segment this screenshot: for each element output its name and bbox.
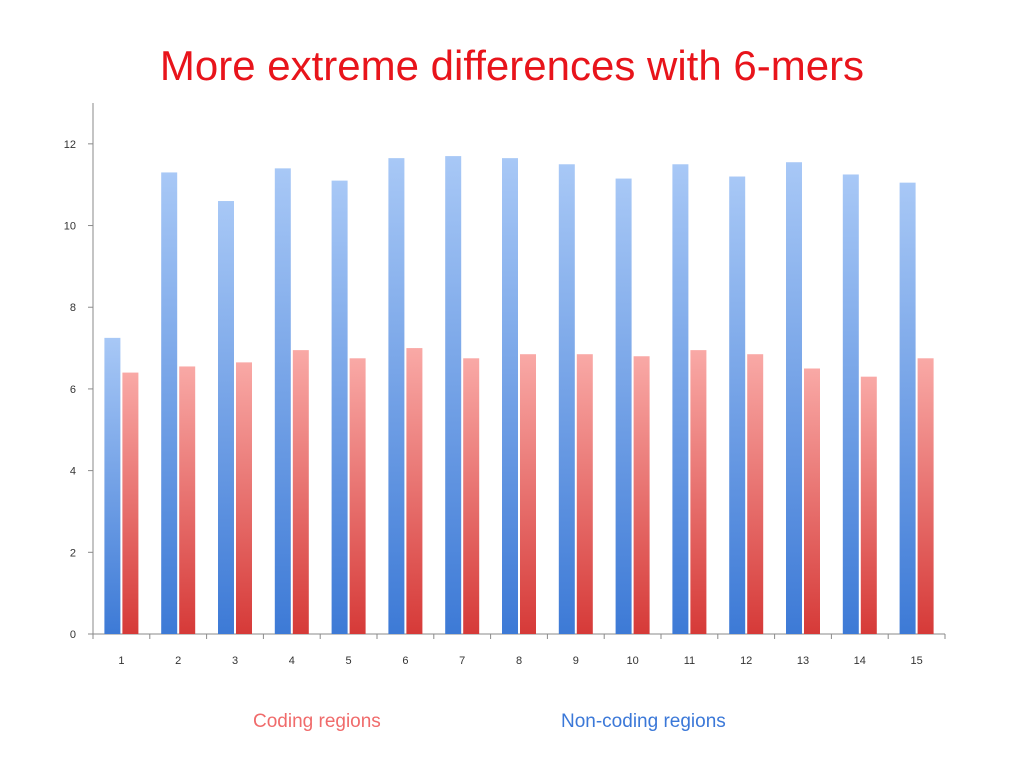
x-tick-label: 11: [684, 655, 695, 667]
bar-coding-1: [122, 372, 139, 634]
y-tick-label: 10: [64, 221, 76, 233]
slide-title: More extreme differences with 6-mers: [159, 42, 865, 89]
bar-coding-4: [292, 350, 309, 634]
bar-noncoding-1: [104, 337, 121, 634]
bar-coding-7: [463, 358, 480, 634]
bar-noncoding-10: [615, 178, 632, 635]
x-tick-label: 5: [346, 655, 352, 667]
x-tick-label: 14: [854, 655, 866, 667]
bar-noncoding-6: [388, 158, 405, 634]
x-tick-label: 7: [459, 655, 465, 667]
bar-noncoding-9: [558, 164, 575, 634]
x-tick-label: 12: [740, 655, 752, 667]
y-tick-label: 8: [70, 302, 76, 314]
chart-bars: [104, 156, 934, 635]
legend-coding-regions: Coding regions: [253, 711, 381, 732]
y-tick-label: 12: [64, 139, 76, 151]
bar-coding-10: [633, 356, 650, 634]
bar-coding-2: [179, 366, 196, 634]
bar-coding-14: [860, 376, 877, 634]
x-tick-label: 8: [516, 655, 522, 667]
y-tick-label: 4: [70, 466, 76, 478]
bar-noncoding-7: [445, 156, 462, 634]
bar-noncoding-4: [274, 168, 291, 634]
y-tick-label: 0: [70, 629, 76, 641]
x-tick-label: 9: [573, 655, 579, 667]
bar-coding-13: [804, 368, 820, 634]
bar-coding-15: [917, 358, 934, 634]
x-tick-label: 4: [289, 655, 295, 667]
legend-noncoding-regions: Non-coding regions: [561, 711, 726, 732]
bar-noncoding-14: [842, 174, 859, 634]
x-tick-label: 2: [175, 655, 181, 667]
bar-coding-12: [747, 354, 764, 634]
bar-coding-6: [406, 348, 423, 634]
bar-coding-11: [690, 350, 707, 634]
bar-noncoding-11: [672, 164, 689, 634]
bar-noncoding-13: [786, 162, 802, 634]
x-tick-label: 15: [910, 655, 922, 667]
x-tick-label: 1: [118, 655, 124, 667]
y-tick-label: 6: [70, 384, 76, 396]
x-tick-label: 10: [626, 655, 638, 667]
chart-axes: [88, 103, 946, 639]
bar-noncoding-8: [502, 158, 518, 634]
y-tick-label: 2: [70, 547, 76, 559]
bar-noncoding-12: [729, 176, 746, 634]
bar-noncoding-3: [218, 201, 234, 634]
bar-coding-8: [520, 354, 536, 634]
bar-coding-5: [349, 358, 366, 634]
bar-noncoding-2: [161, 172, 178, 634]
bar-noncoding-5: [331, 180, 348, 634]
bar-coding-9: [576, 354, 593, 634]
bar-noncoding-15: [899, 182, 916, 634]
x-tick-label: 3: [232, 655, 238, 667]
bar-coding-3: [236, 362, 252, 634]
x-tick-label: 6: [402, 655, 408, 667]
x-tick-label: 13: [797, 655, 809, 667]
